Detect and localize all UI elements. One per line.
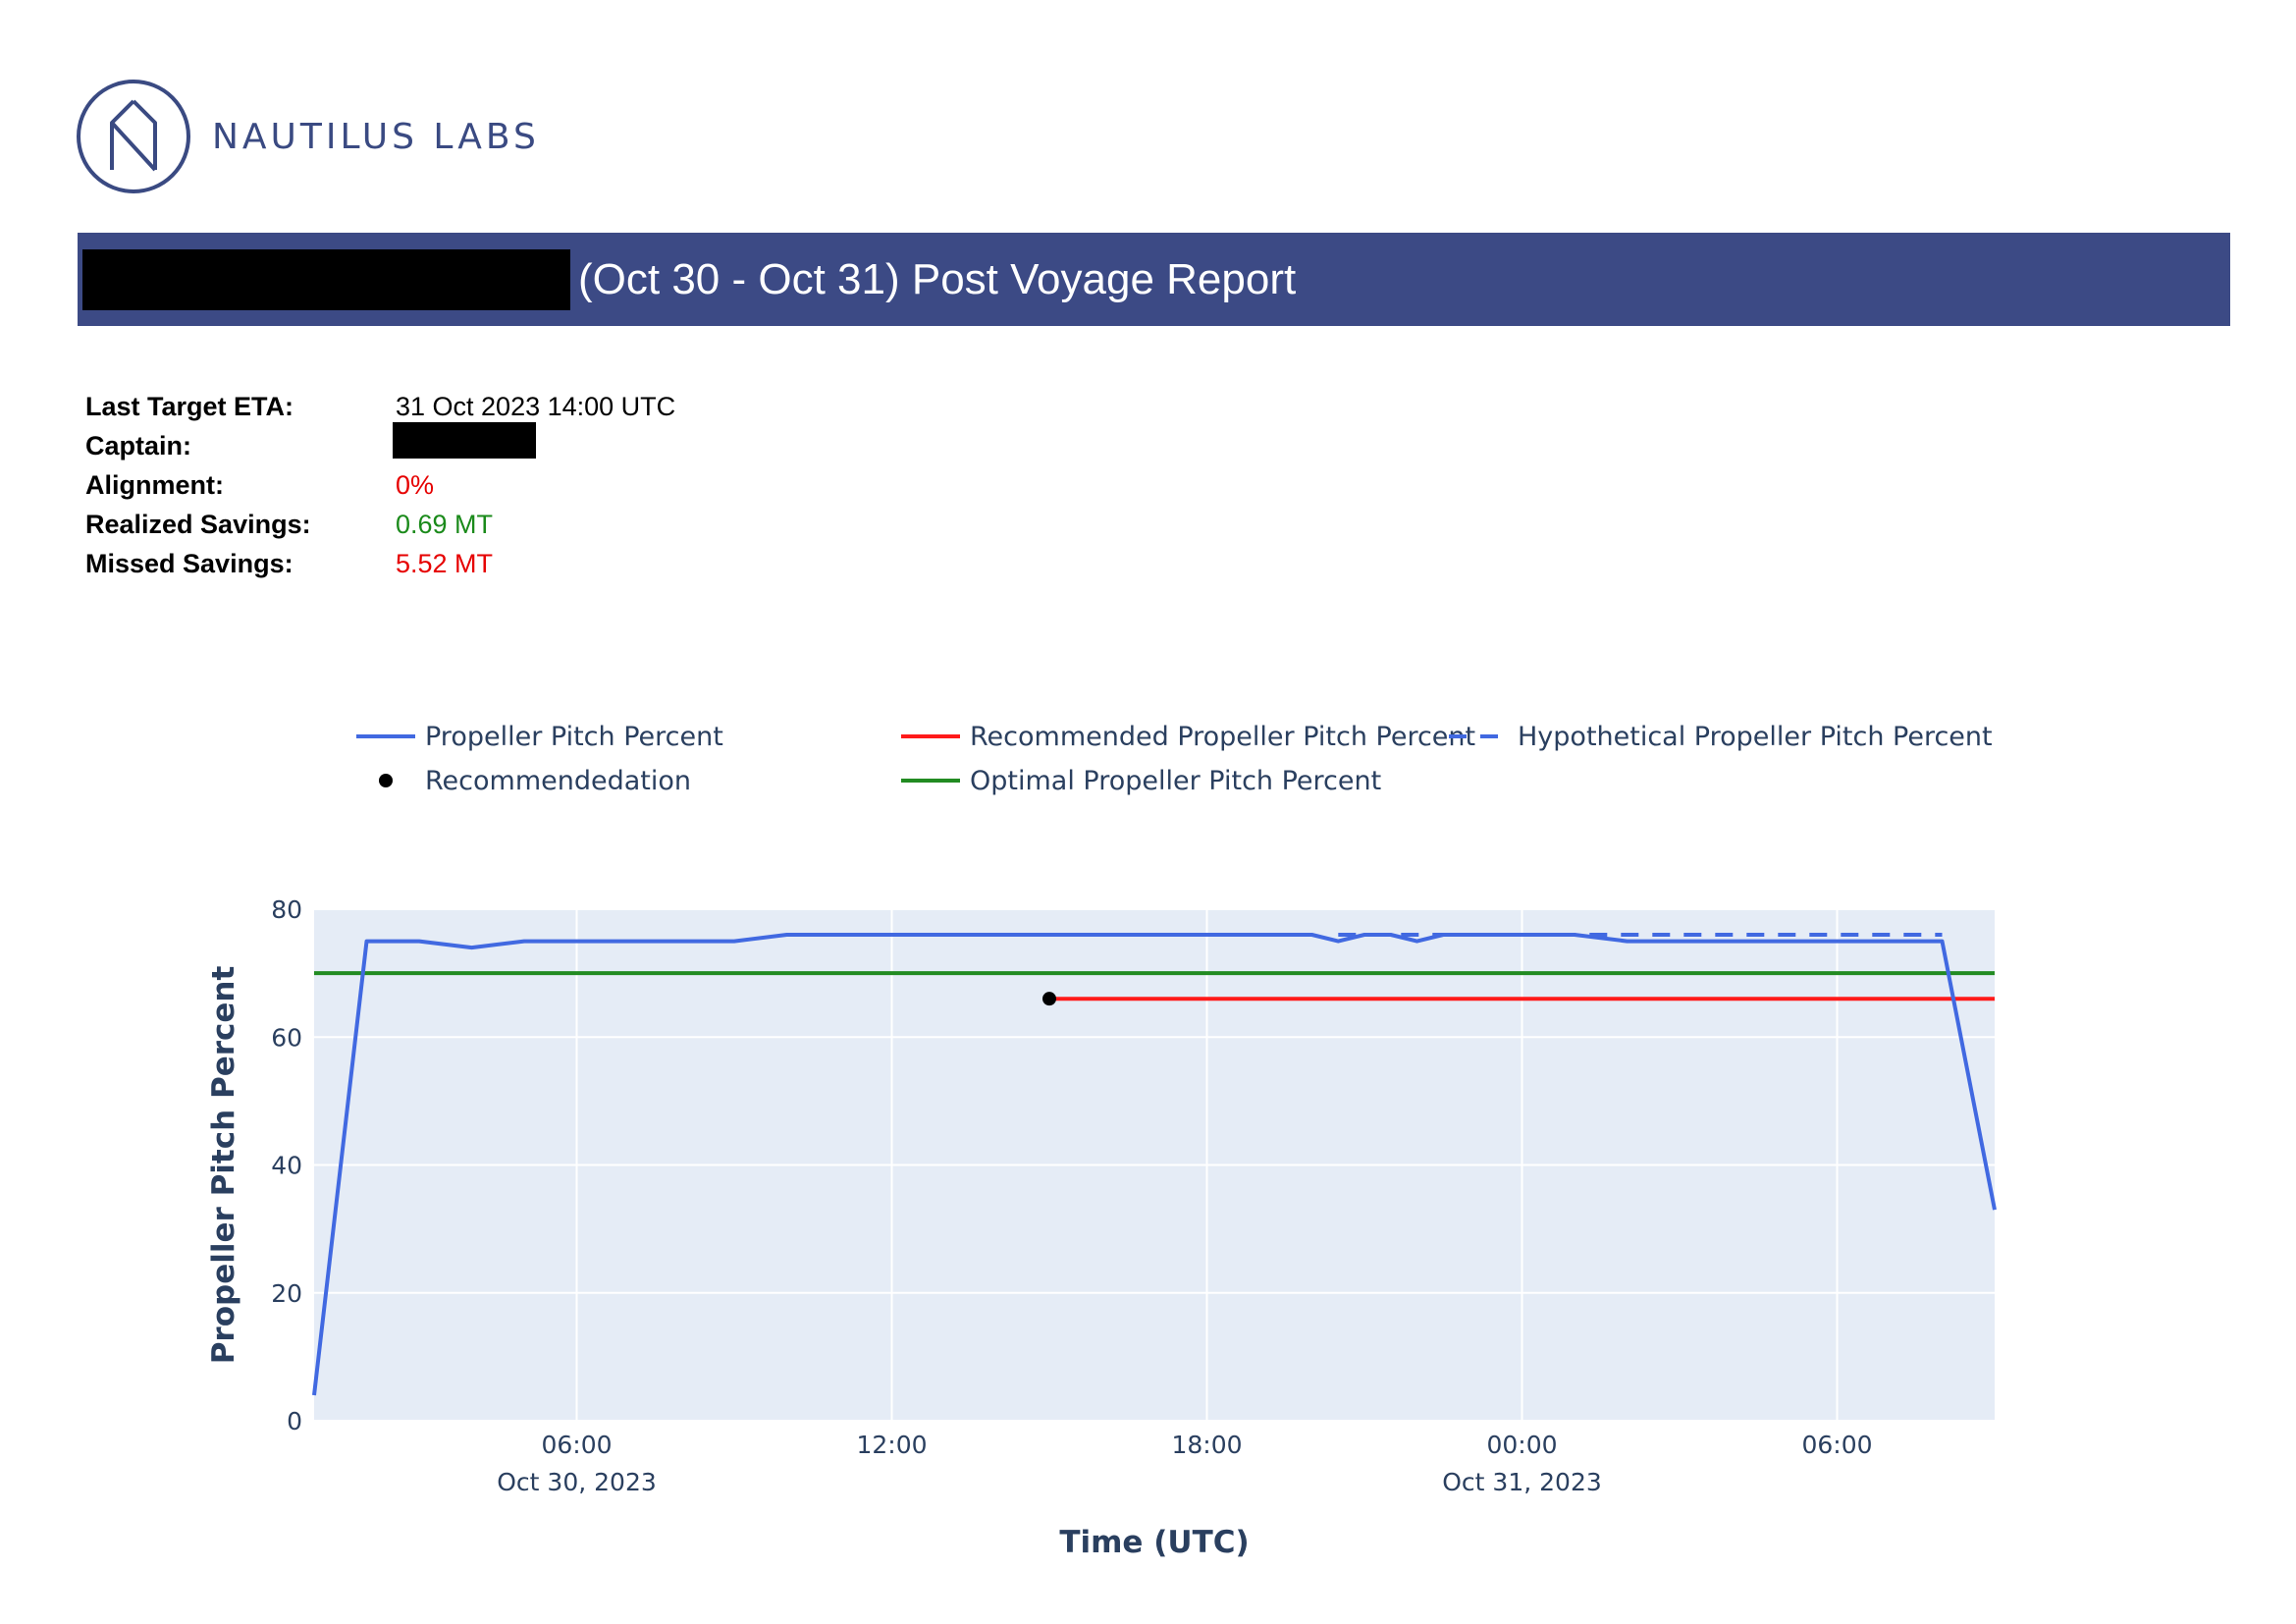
missed-savings-value: 5.52 MT bbox=[396, 549, 494, 578]
y-tick-label: 0 bbox=[287, 1407, 302, 1435]
y-tick-label: 40 bbox=[271, 1152, 302, 1180]
x-tick-label: 18:00 bbox=[1171, 1431, 1242, 1459]
nautilus-n-icon bbox=[77, 80, 190, 193]
brand-logo: NAUTILUS LABS bbox=[77, 77, 540, 196]
redacted-vessel-name bbox=[82, 249, 570, 310]
info-row-missed-savings: Missed Savings: 5.52 MT bbox=[85, 544, 675, 583]
legend-entry-label: Optimal Propeller Pitch Percent bbox=[970, 766, 1381, 796]
x-tick-label: 06:00 bbox=[541, 1431, 612, 1459]
y-tick-label: 60 bbox=[271, 1023, 302, 1052]
voyage-info: Last Target ETA: 31 Oct 2023 14:00 UTC C… bbox=[85, 387, 675, 583]
x-axis-title: Time (UTC) bbox=[1059, 1525, 1249, 1560]
realized-savings-value: 0.69 MT bbox=[396, 510, 494, 539]
legend-entry-label: Recommendedation bbox=[425, 766, 691, 796]
x-tick-sublabel: Oct 30, 2023 bbox=[497, 1468, 657, 1496]
x-tick-label: 12:00 bbox=[856, 1431, 927, 1459]
y-tick-label: 20 bbox=[271, 1279, 302, 1308]
last-target-eta-value: 31 Oct 2023 14:00 UTC bbox=[396, 392, 676, 421]
x-tick-sublabel: Oct 31, 2023 bbox=[1442, 1468, 1602, 1496]
alignment-label: Alignment: bbox=[85, 470, 224, 500]
last-target-eta-label: Last Target ETA: bbox=[85, 392, 294, 421]
realized-savings-label: Realized Savings: bbox=[85, 510, 311, 539]
recommendation-marker bbox=[1042, 992, 1056, 1006]
report-title: (Oct 30 - Oct 31) Post Voyage Report bbox=[578, 255, 1297, 303]
chart-grid bbox=[314, 908, 1995, 1422]
legend-marker-swatch bbox=[379, 774, 393, 787]
redacted-captain-name bbox=[393, 422, 536, 469]
alignment-value: 0% bbox=[396, 470, 435, 500]
info-row-last-target-eta: Last Target ETA: 31 Oct 2023 14:00 UTC bbox=[85, 387, 675, 426]
legend-entry-label: Hypothetical Propeller Pitch Percent bbox=[1518, 722, 1993, 752]
legend-entry-label: Propeller Pitch Percent bbox=[425, 722, 723, 752]
info-row-captain: Captain: bbox=[85, 422, 675, 465]
y-tick-label: 80 bbox=[271, 895, 302, 924]
missed-savings-label: Missed Savings: bbox=[85, 549, 294, 578]
brand-name: NAUTILUS LABS bbox=[212, 116, 540, 157]
x-tick-label: 00:00 bbox=[1486, 1431, 1557, 1459]
chart-legend: Propeller Pitch Percent Recommended Prope… bbox=[356, 722, 1993, 796]
captain-label: Captain: bbox=[85, 431, 191, 460]
report-title-banner: (Oct 30 - Oct 31) Post Voyage Report bbox=[78, 233, 2230, 326]
y-axis-title: Propeller Pitch Percent bbox=[206, 966, 241, 1365]
info-row-realized-savings: Realized Savings: 0.69 MT bbox=[85, 505, 675, 544]
chart-axes: 0 20 40 60 80 06:00 Oct 30, 2023 12:00 18:00 00:0… bbox=[206, 895, 1873, 1560]
x-tick-label: 06:00 bbox=[1801, 1431, 1872, 1459]
legend-entry-label: Recommended Propeller Pitch Percent bbox=[970, 722, 1475, 752]
chart-series bbox=[312, 933, 1997, 1396]
info-row-alignment: Alignment: 0% bbox=[85, 465, 675, 505]
plot-area bbox=[314, 909, 1995, 1421]
propeller-pitch-percentseries bbox=[312, 933, 1997, 1396]
